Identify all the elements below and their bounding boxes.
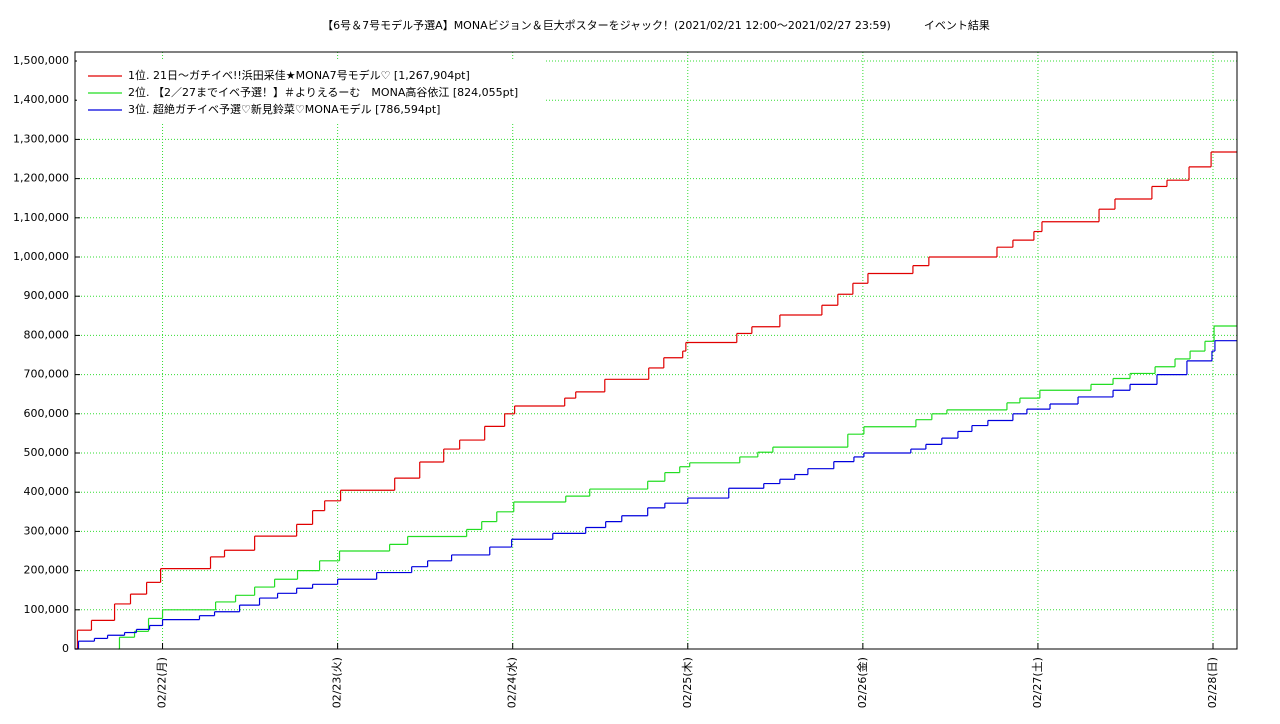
y-tick-label: 0 — [62, 642, 69, 655]
x-tick-label: 02/23(火) — [331, 657, 344, 708]
y-tick-label: 100,000 — [24, 603, 70, 616]
y-tick-label: 500,000 — [24, 446, 70, 459]
legend-label: 2位. 【2／27までイベ予選！】＃よりえるーむ MONA高谷依江 [824,0… — [128, 85, 518, 99]
y-tick-label: 200,000 — [24, 564, 70, 577]
y-tick-label: 900,000 — [24, 289, 70, 302]
y-tick-label: 700,000 — [24, 368, 70, 381]
x-tick-label: 02/26(金) — [855, 657, 869, 708]
y-tick-label: 1,200,000 — [13, 172, 69, 185]
series — [118, 325, 1237, 650]
y-tick-label: 1,300,000 — [13, 132, 69, 145]
x-tick-label: 02/28(日) — [1206, 657, 1219, 708]
x-tick-label: 02/24(水) — [506, 657, 519, 708]
x-tick-label: 02/27(土) — [1031, 657, 1044, 708]
chart-title: 【6号＆7号モデル予選A】MONAビジョン＆巨大ポスターをジャック！(2021/… — [322, 18, 990, 32]
x-tick-label: 02/25(木) — [681, 657, 694, 708]
y-tick-label: 800,000 — [24, 328, 70, 341]
series — [75, 340, 1237, 650]
y-tick-label: 1,500,000 — [13, 54, 69, 67]
y-tick-label: 1,000,000 — [13, 250, 69, 263]
y-tick-label: 600,000 — [24, 407, 70, 420]
y-tick-label: 300,000 — [24, 524, 70, 537]
y-tick-label: 1,400,000 — [13, 93, 69, 106]
legend-label: 3位. 超絶ガチイベ予選♡新見鈴菜♡MONAモデル [786,594pt] — [128, 102, 440, 116]
plot-frame — [74, 51, 1238, 650]
y-tick-label: 1,100,000 — [13, 211, 69, 224]
legend-label: 1位. 21日〜ガチイベ!!浜田采佳★MONA7号モデル♡ [1,267,904… — [128, 68, 470, 82]
x-tick-label: 02/22(月) — [156, 657, 169, 708]
y-tick-label: 400,000 — [24, 485, 70, 498]
series — [75, 151, 1237, 650]
legend-box — [77, 60, 545, 124]
